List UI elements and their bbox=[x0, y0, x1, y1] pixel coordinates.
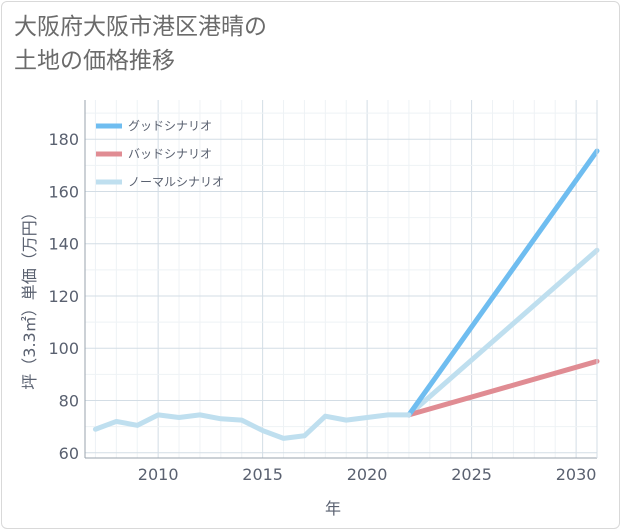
x-tick-label-2010: 2010 bbox=[138, 465, 179, 484]
x-tick-label-2020: 2020 bbox=[347, 465, 388, 484]
y-tick-label-60: 60 bbox=[59, 444, 79, 463]
grid-lines bbox=[85, 100, 597, 458]
y-tick-label-180: 180 bbox=[48, 130, 79, 149]
y-tick-label-140: 140 bbox=[48, 235, 79, 254]
series-lines bbox=[92, 148, 600, 441]
x-tick-label-2015: 2015 bbox=[242, 465, 283, 484]
chart-title: 大阪府大阪市港区港晴の 土地の価格推移 bbox=[14, 14, 267, 74]
series-line-0 bbox=[406, 148, 600, 418]
y-tick-label-160: 160 bbox=[48, 182, 79, 201]
x-tick-label-2025: 2025 bbox=[451, 465, 492, 484]
legend-label-0: グッドシナリオ bbox=[128, 119, 212, 133]
tick-labels: 60 80 100 120 140 160 180 2010 2015 2020 2025 2030 bbox=[48, 130, 596, 484]
legend-label-1: バッドシナリオ bbox=[128, 147, 212, 161]
axes bbox=[84, 100, 598, 459]
y-tick-label-120: 120 bbox=[48, 287, 79, 306]
y-tick-label-80: 80 bbox=[59, 392, 79, 411]
series-line-1 bbox=[406, 358, 600, 418]
series-line-2 bbox=[406, 247, 600, 418]
legend-label-2: ノーマルシナリオ bbox=[128, 175, 224, 189]
x-axis-label: 年 bbox=[325, 499, 341, 518]
x-tick-label-2030: 2030 bbox=[556, 465, 597, 484]
y-tick-label-100: 100 bbox=[48, 339, 79, 358]
historical-line bbox=[92, 412, 412, 441]
y-axis-label: 坪（3.3㎡）単価（万円） bbox=[20, 204, 39, 389]
